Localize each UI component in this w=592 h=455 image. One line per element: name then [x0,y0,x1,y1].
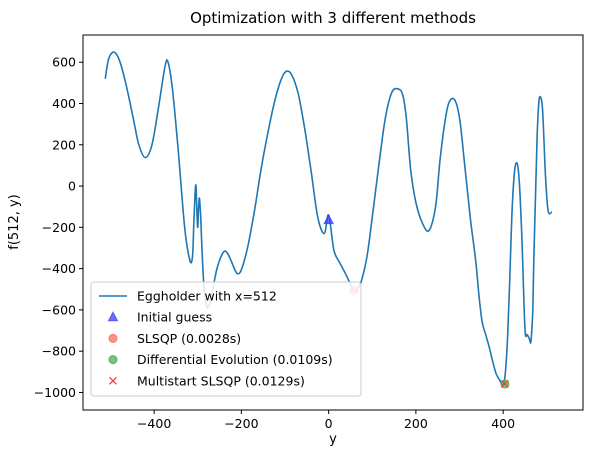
chart-title: Optimization with 3 different methods [190,9,476,27]
x-tick-label: −200 [224,416,258,431]
y-tick-label: 200 [52,137,76,152]
legend-label: Eggholder with x=512 [137,289,277,304]
legend-swatch [109,376,117,385]
y-tick-label: 0 [68,179,76,194]
x-axis-label: y [329,432,337,447]
marker-4 [500,380,509,388]
legend-label: Initial guess [137,310,212,325]
y-axis-label: f(512, y) [7,194,22,250]
marker-1 [323,214,334,225]
plot-area-frame [82,34,584,411]
legend-swatch [107,311,119,322]
y-tick-label: −200 [42,220,76,235]
y-tick-label: −1000 [34,385,76,400]
axis-ticks: −400 −200 0 200 400 −1000 −800 −600 −400 −200 0 200… [34,55,515,431]
y-tick-label: −400 [42,261,76,276]
legend-label: Differential Evolution (0.0109s) [137,352,333,367]
x-tick-label: 200 [404,416,428,431]
y-tick-label: −800 [42,344,76,359]
legend-frame [90,281,362,397]
x-tick-label: −400 [137,416,171,431]
x-tick-label: 400 [491,416,515,431]
legend: Eggholder with x=512 Initial guess SLSQP (… [90,281,362,397]
x-tick-label: 0 [325,416,333,431]
y-tick-label: 400 [52,96,76,111]
legend-swatch [108,333,118,343]
y-tick-label: −600 [42,302,76,317]
legend-label: Multistart SLSQP (0.0129s) [137,373,305,388]
legend-swatch [108,355,118,365]
legend-label: SLSQP (0.0028s) [137,331,241,346]
y-tick-label: 600 [52,55,76,70]
